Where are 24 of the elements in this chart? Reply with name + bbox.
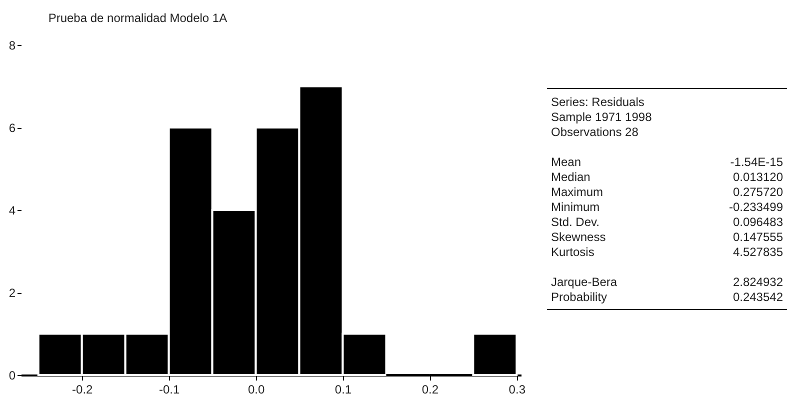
y-tick-label: 2 xyxy=(8,286,16,300)
y-tick-label: 8 xyxy=(8,38,16,52)
x-tick-label: 0.1 xyxy=(334,382,352,396)
text: Probability 0.243542 xyxy=(551,290,783,304)
y-tick-label: 0 xyxy=(8,368,16,382)
text: Series: Residuals xyxy=(551,95,646,110)
text: Minimum -0.233499 xyxy=(551,200,783,214)
x-tick-label: 0.0 xyxy=(248,382,265,396)
text: Median 0.013120 xyxy=(551,170,783,184)
x-tick-label: 0.2 xyxy=(422,382,439,396)
text: Std. Dev. 0.096483 xyxy=(551,215,783,229)
text: Jarque-Bera 2.824932 xyxy=(551,275,783,289)
x-tick-label: 0.3 xyxy=(508,382,526,396)
y-tick-label: 6 xyxy=(8,121,16,135)
text: Kurtosis 4.527835 xyxy=(551,245,783,259)
x-tick-label: -0.2 xyxy=(72,382,94,396)
text: Skewness 0.147555 xyxy=(551,230,783,244)
text: Mean -1.54E-15 xyxy=(551,155,783,169)
chart-title: Prueba de normalidad Modelo 1A xyxy=(48,11,228,25)
text: Maximum 0.275720 xyxy=(551,185,783,199)
y-tick-label: 4 xyxy=(8,204,16,218)
text: Sample 1971 1998 xyxy=(551,110,653,125)
x-tick-label: -0.1 xyxy=(158,382,180,396)
text: Observations 28 xyxy=(551,125,640,140)
